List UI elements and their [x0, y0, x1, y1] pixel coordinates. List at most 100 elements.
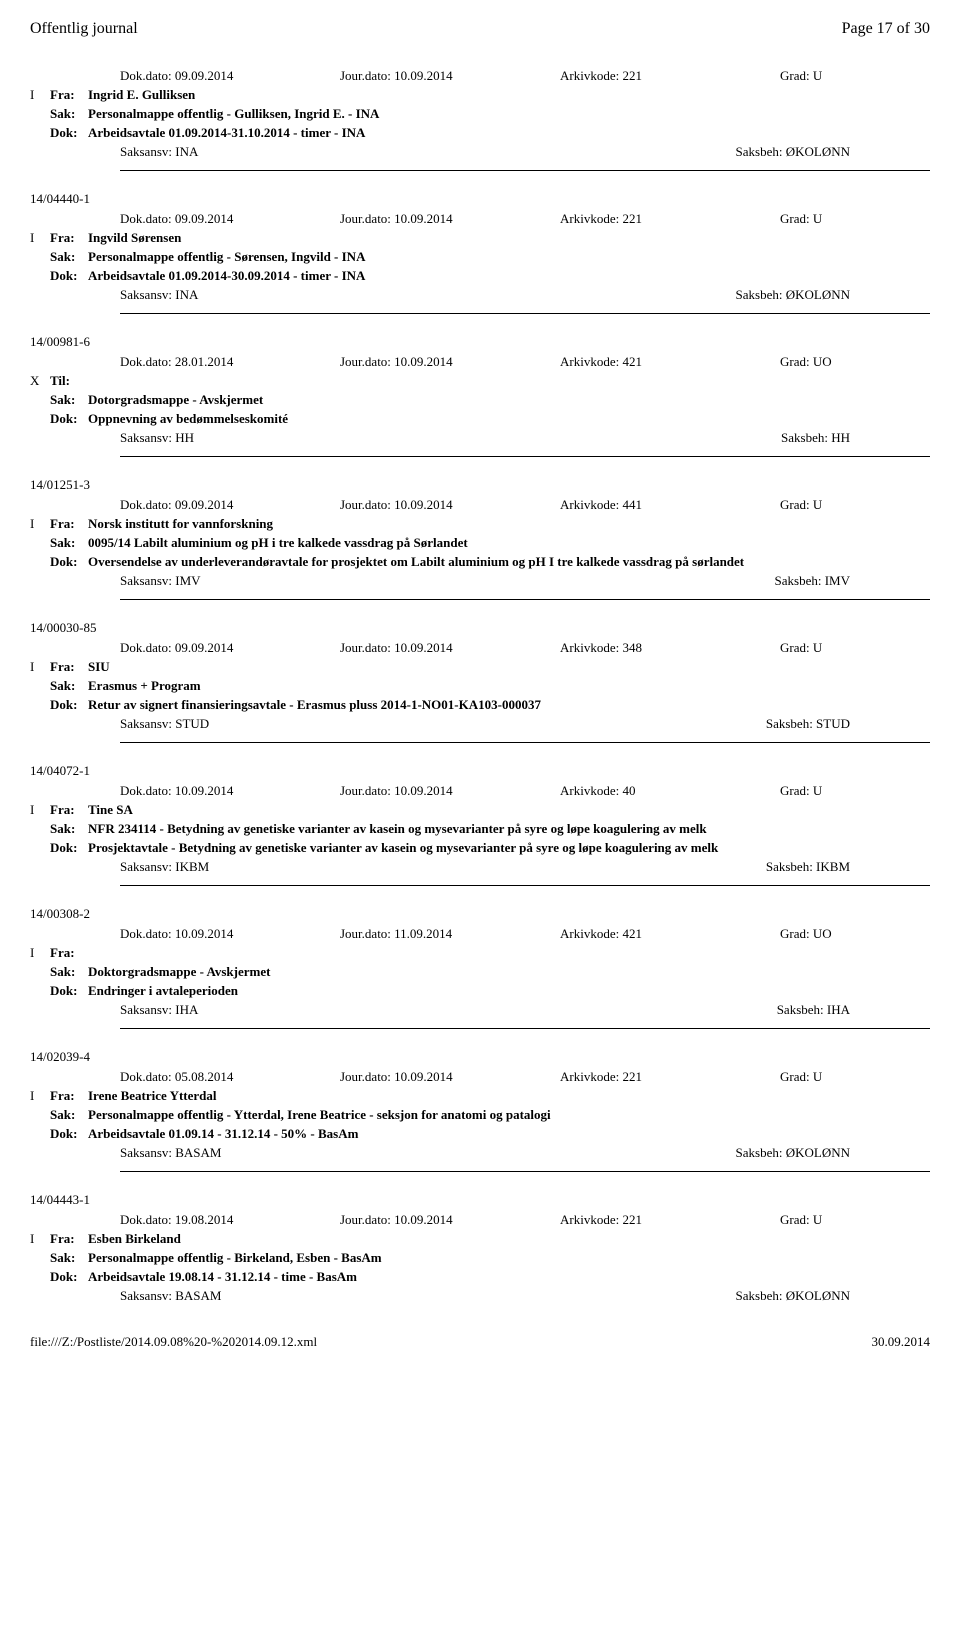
- sak-row: Sak: Erasmus + Program: [30, 678, 930, 694]
- sak-row: Sak: Personalmappe offentlig - Ytterdal,…: [30, 1107, 930, 1123]
- saks-row: Saksansv: INA Saksbeh: ØKOLØNN: [120, 144, 930, 160]
- dok-row: Dok: Arbeidsavtale 19.08.14 - 31.12.14 -…: [30, 1269, 930, 1285]
- fra-label: Fra:: [50, 1088, 88, 1104]
- sak-value: Dotorgradsmappe - Avskjermet: [88, 392, 930, 408]
- jour-dato: Jour.dato: 10.09.2014: [340, 1069, 560, 1085]
- saksbeh: Saksbeh: HH: [781, 430, 850, 446]
- arkivkode: Arkivkode: 348: [560, 640, 780, 656]
- fra-value: Norsk institutt for vannforskning: [88, 516, 930, 532]
- saksansv: Saksansv: IKBM: [120, 859, 209, 875]
- sak-value: Doktorgradsmappe - Avskjermet: [88, 964, 930, 980]
- saksbeh: Saksbeh: IMV: [775, 573, 850, 589]
- saksansv: Saksansv: INA: [120, 287, 198, 303]
- grad: Grad: U: [780, 211, 900, 227]
- dok-row: Dok: Arbeidsavtale 01.09.2014-31.10.2014…: [30, 125, 930, 141]
- fra-row: I Fra: SIU: [30, 659, 930, 675]
- fra-label: Fra:: [50, 87, 88, 103]
- jour-dato: Jour.dato: 10.09.2014: [340, 211, 560, 227]
- entry-type: I: [30, 230, 50, 246]
- dok-value: Endringer i avtaleperioden: [88, 983, 930, 999]
- entry-type: I: [30, 1088, 50, 1104]
- dok-dato: Dok.dato: 28.01.2014: [120, 354, 340, 370]
- arkivkode: Arkivkode: 221: [560, 1212, 780, 1228]
- footer-path: file:///Z:/Postliste/2014.09.08%20-%2020…: [30, 1334, 317, 1350]
- grad: Grad: U: [780, 640, 900, 656]
- fra-value: [88, 945, 930, 961]
- entry-type: X: [30, 373, 50, 389]
- dok-row: Dok: Oversendelse av underleverandøravta…: [30, 554, 930, 570]
- fra-value: Tine SA: [88, 802, 930, 818]
- fra-row: X Til:: [30, 373, 930, 389]
- separator: [120, 1171, 930, 1172]
- dok-value: Arbeidsavtale 01.09.2014-31.10.2014 - ti…: [88, 125, 930, 141]
- jour-dato: Jour.dato: 10.09.2014: [340, 640, 560, 656]
- fra-value: [88, 373, 930, 389]
- dok-label: Dok:: [50, 1269, 88, 1285]
- sak-value: NFR 234114 - Betydning av genetiske vari…: [88, 821, 930, 837]
- sak-label: Sak:: [50, 1107, 88, 1123]
- page-footer: file:///Z:/Postliste/2014.09.08%20-%2020…: [30, 1334, 930, 1350]
- case-id: 14/04440-1: [30, 191, 930, 207]
- entry-type: I: [30, 1231, 50, 1247]
- dok-value: Retur av signert finansieringsavtale - E…: [88, 697, 930, 713]
- entry-type: I: [30, 802, 50, 818]
- dok-value: Arbeidsavtale 01.09.14 - 31.12.14 - 50% …: [88, 1126, 930, 1142]
- arkivkode: Arkivkode: 221: [560, 68, 780, 84]
- dok-row: Dok: Arbeidsavtale 01.09.2014-30.09.2014…: [30, 268, 930, 284]
- sak-row: Sak: Dotorgradsmappe - Avskjermet: [30, 392, 930, 408]
- dok-label: Dok:: [50, 268, 88, 284]
- jour-dato: Jour.dato: 10.09.2014: [340, 783, 560, 799]
- dok-dato: Dok.dato: 10.09.2014: [120, 783, 340, 799]
- fra-value: SIU: [88, 659, 930, 675]
- saks-row: Saksansv: BASAM Saksbeh: ØKOLØNN: [120, 1145, 930, 1161]
- dok-dato: Dok.dato: 09.09.2014: [120, 211, 340, 227]
- saksansv: Saksansv: IMV: [120, 573, 201, 589]
- dok-row: Dok: Retur av signert finansieringsavtal…: [30, 697, 930, 713]
- saksansv: Saksansv: IHA: [120, 1002, 198, 1018]
- entry-type: I: [30, 659, 50, 675]
- case-id: 14/02039-4: [30, 1049, 930, 1065]
- saks-row: Saksansv: IHA Saksbeh: IHA: [120, 1002, 930, 1018]
- sak-label: Sak:: [50, 1250, 88, 1266]
- dok-label: Dok:: [50, 554, 88, 570]
- saks-row: Saksansv: IMV Saksbeh: IMV: [120, 573, 930, 589]
- entry-type: I: [30, 945, 50, 961]
- sak-row: Sak: Personalmappe offentlig - Sørensen,…: [30, 249, 930, 265]
- journal-entry: 14/04440-1 Dok.dato: 09.09.2014 Jour.dat…: [30, 191, 930, 314]
- arkivkode: Arkivkode: 40: [560, 783, 780, 799]
- saksbeh: Saksbeh: ØKOLØNN: [736, 144, 850, 160]
- page-header: Offentlig journal Page 17 of 30: [30, 20, 930, 38]
- sak-value: Erasmus + Program: [88, 678, 930, 694]
- dok-row: Dok: Prosjektavtale - Betydning av genet…: [30, 840, 930, 856]
- sak-row: Sak: Personalmappe offentlig - Birkeland…: [30, 1250, 930, 1266]
- meta-row: Dok.dato: 10.09.2014 Jour.dato: 11.09.20…: [120, 926, 930, 942]
- sak-row: Sak: 0095/14 Labilt aluminium og pH i tr…: [30, 535, 930, 551]
- dok-dato: Dok.dato: 10.09.2014: [120, 926, 340, 942]
- fra-label: Fra:: [50, 659, 88, 675]
- meta-row: Dok.dato: 10.09.2014 Jour.dato: 10.09.20…: [120, 783, 930, 799]
- fra-value: Ingrid E. Gulliksen: [88, 87, 930, 103]
- meta-row: Dok.dato: 19.08.2014 Jour.dato: 10.09.20…: [120, 1212, 930, 1228]
- meta-row: Dok.dato: 09.09.2014 Jour.dato: 10.09.20…: [120, 640, 930, 656]
- separator: [120, 456, 930, 457]
- sak-row: Sak: Doktorgradsmappe - Avskjermet: [30, 964, 930, 980]
- sak-row: Sak: NFR 234114 - Betydning av genetiske…: [30, 821, 930, 837]
- grad: Grad: U: [780, 783, 900, 799]
- fra-label: Til:: [50, 373, 88, 389]
- jour-dato: Jour.dato: 10.09.2014: [340, 497, 560, 513]
- journal-entry: 14/01251-3 Dok.dato: 09.09.2014 Jour.dat…: [30, 477, 930, 600]
- case-id: 14/01251-3: [30, 477, 930, 493]
- separator: [120, 313, 930, 314]
- journal-entry: 14/04072-1 Dok.dato: 10.09.2014 Jour.dat…: [30, 763, 930, 886]
- meta-row: Dok.dato: 28.01.2014 Jour.dato: 10.09.20…: [120, 354, 930, 370]
- fra-label: Fra:: [50, 802, 88, 818]
- sak-value: 0095/14 Labilt aluminium og pH i tre kal…: [88, 535, 930, 551]
- arkivkode: Arkivkode: 441: [560, 497, 780, 513]
- dok-dato: Dok.dato: 09.09.2014: [120, 68, 340, 84]
- fra-label: Fra:: [50, 516, 88, 532]
- saksbeh: Saksbeh: IHA: [777, 1002, 850, 1018]
- arkivkode: Arkivkode: 221: [560, 1069, 780, 1085]
- arkivkode: Arkivkode: 421: [560, 926, 780, 942]
- page-title: Offentlig journal: [30, 20, 138, 38]
- arkivkode: Arkivkode: 221: [560, 211, 780, 227]
